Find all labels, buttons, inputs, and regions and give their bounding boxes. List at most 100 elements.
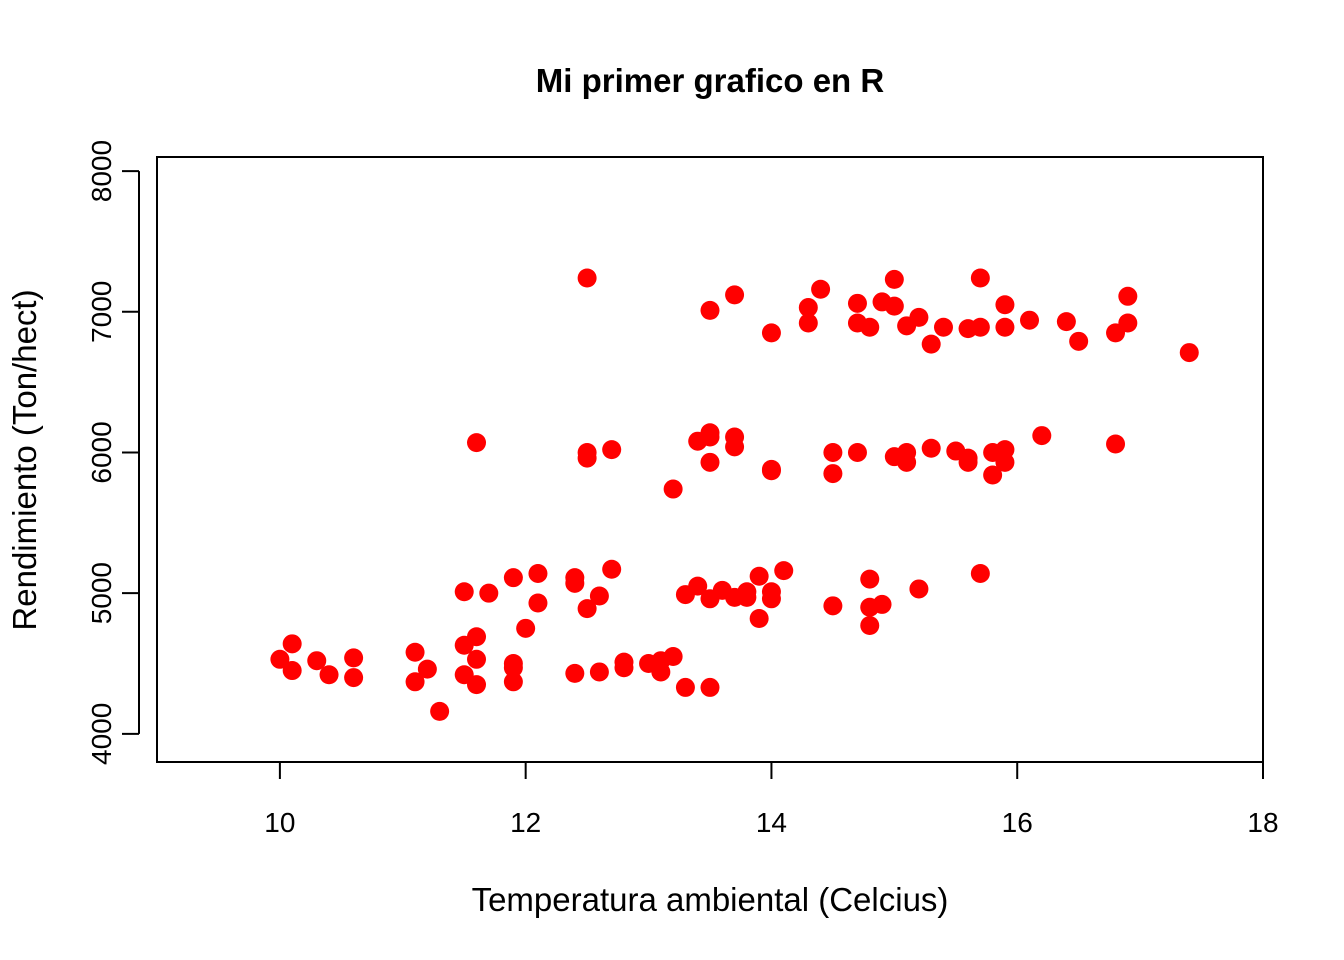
data-point: [430, 701, 450, 721]
data-point: [614, 658, 634, 678]
x-tick-label: 16: [1002, 807, 1033, 838]
data-point: [528, 593, 548, 613]
data-point: [319, 665, 339, 685]
data-point: [811, 279, 831, 299]
data-point: [897, 316, 917, 336]
data-point: [737, 582, 757, 602]
data-point: [270, 649, 290, 669]
data-point: [884, 269, 904, 289]
data-point: [467, 675, 487, 695]
data-point: [589, 662, 609, 682]
data-point: [970, 317, 990, 337]
data-point: [602, 559, 622, 579]
data-point: [970, 563, 990, 583]
data-point: [577, 268, 597, 288]
data-point: [725, 285, 745, 305]
data-point: [995, 295, 1015, 315]
points-layer: [270, 268, 1199, 721]
data-point: [282, 634, 302, 654]
data-point: [1069, 331, 1089, 351]
data-point: [921, 334, 941, 354]
data-point: [663, 479, 683, 499]
data-point: [516, 618, 536, 638]
data-point: [577, 599, 597, 619]
data-point: [798, 313, 818, 333]
data-point: [823, 442, 843, 462]
x-tick-label: 18: [1247, 807, 1278, 838]
data-point: [970, 268, 990, 288]
data-point: [897, 452, 917, 472]
data-point: [503, 658, 523, 678]
data-point: [884, 296, 904, 316]
data-point: [307, 651, 327, 671]
x-tick-label: 12: [510, 807, 541, 838]
data-point: [344, 668, 364, 688]
data-point: [651, 662, 671, 682]
data-point: [700, 452, 720, 472]
data-point: [798, 298, 818, 318]
y-tick-label: 7000: [86, 281, 117, 343]
data-point: [1106, 434, 1126, 454]
data-point: [847, 293, 867, 313]
data-point: [1118, 286, 1138, 306]
data-point: [761, 461, 781, 481]
data-point: [725, 437, 745, 457]
data-point: [1032, 426, 1052, 446]
data-point: [405, 672, 425, 692]
data-point: [1106, 323, 1126, 343]
data-point: [503, 568, 523, 588]
data-point: [344, 648, 364, 668]
data-point: [995, 317, 1015, 337]
data-point: [860, 317, 880, 337]
data-point: [823, 464, 843, 484]
data-point: [503, 672, 523, 692]
data-point: [700, 677, 720, 697]
data-point: [467, 649, 487, 669]
data-point: [528, 563, 548, 583]
data-point: [921, 438, 941, 458]
data-point: [589, 586, 609, 606]
data-point: [860, 616, 880, 636]
y-axis-title: Rendimiento (Ton/hect): [6, 289, 43, 630]
data-point: [749, 566, 769, 586]
data-point: [565, 663, 585, 683]
data-point: [479, 583, 499, 603]
data-point: [872, 594, 892, 614]
y-tick-label: 5000: [86, 562, 117, 624]
data-point: [909, 579, 929, 599]
data-point: [675, 677, 695, 697]
data-point: [761, 589, 781, 609]
x-tick-label: 10: [264, 807, 295, 838]
data-point: [823, 596, 843, 616]
data-point: [1056, 312, 1076, 332]
chart-title: Mi primer grafico en R: [536, 62, 885, 99]
data-point: [602, 440, 622, 460]
data-point: [467, 433, 487, 453]
data-point: [700, 423, 720, 443]
data-point: [405, 642, 425, 662]
y-tick-label: 8000: [86, 140, 117, 202]
data-point: [577, 448, 597, 468]
data-point: [983, 465, 1003, 485]
data-point: [749, 608, 769, 628]
data-point: [860, 569, 880, 589]
y-tick-label: 6000: [86, 421, 117, 483]
data-point: [1179, 343, 1199, 363]
x-axis: 10 12 14 16 18: [264, 761, 1279, 838]
data-point: [774, 561, 794, 581]
data-point: [565, 573, 585, 593]
data-point: [282, 661, 302, 681]
data-point: [688, 576, 708, 596]
data-point: [958, 452, 978, 472]
data-point: [847, 442, 867, 462]
data-point: [761, 323, 781, 343]
data-point: [933, 317, 953, 337]
y-axis: 4000 5000 6000 7000 8000: [86, 140, 140, 765]
data-point: [467, 627, 487, 647]
data-point: [454, 582, 474, 602]
x-tick-label: 14: [756, 807, 787, 838]
data-point: [995, 452, 1015, 472]
data-point: [663, 646, 683, 666]
data-point: [1020, 310, 1040, 330]
